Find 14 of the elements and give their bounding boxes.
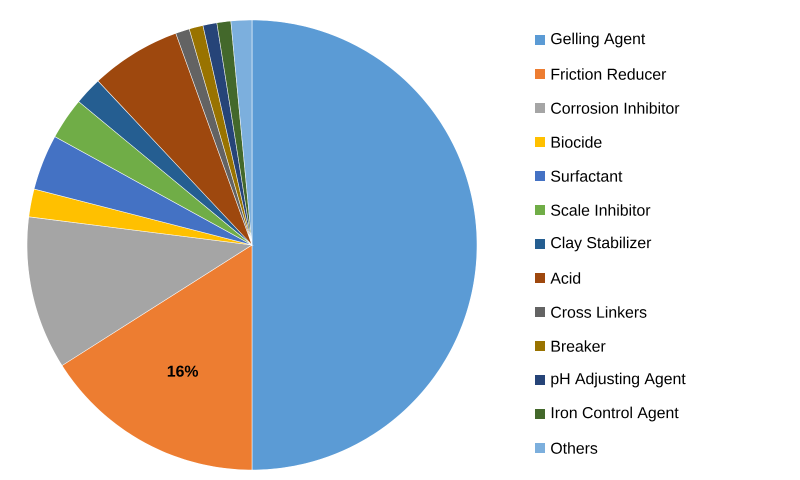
legend-label: Breaker: [552, 340, 606, 352]
legend-label: Friction Reducer: [552, 68, 666, 80]
legend-label: Corrosion Inhibitor: [551, 102, 680, 114]
legend-label: Surfactant: [551, 170, 622, 182]
legend-label: Scale Inhibitor: [551, 204, 650, 216]
legend-label: pH Adjusting Agent: [551, 372, 686, 388]
legend-label: Clay Stabilizer: [551, 236, 652, 252]
legend-label: Cross Linkers: [551, 306, 646, 318]
legend-label: Others: [551, 442, 598, 454]
legend-label: Gelling Agent: [551, 32, 646, 48]
legend-label: Iron Control Agent: [552, 406, 679, 422]
data-label: 16%: [168, 366, 198, 377]
legend-label: Biocide: [552, 136, 602, 148]
legend-label: Acid: [550, 272, 580, 284]
